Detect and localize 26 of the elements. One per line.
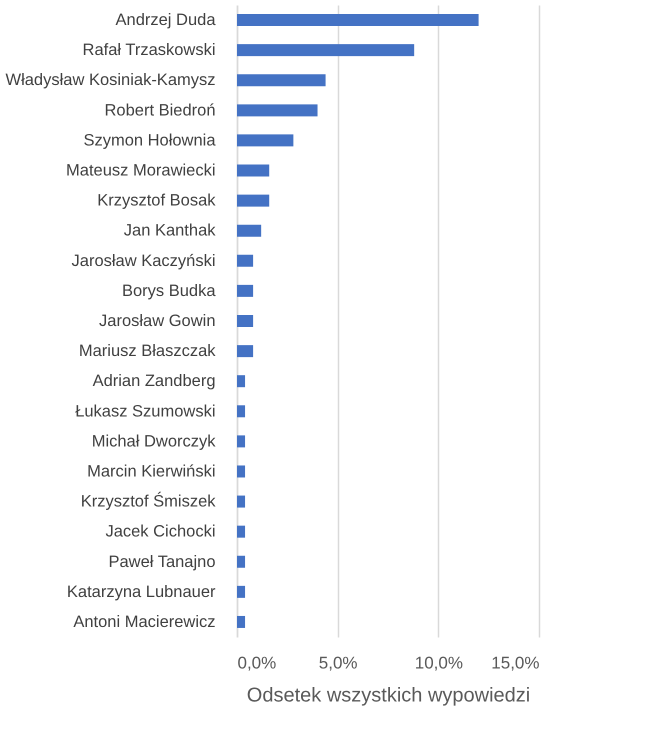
y-tick-label: Łukasz Szumowski	[75, 402, 216, 420]
y-tick-label: Borys Budka	[122, 282, 216, 300]
y-tick-label: Robert Biedroń	[104, 101, 216, 120]
y-tick-label: Krzysztof Śmiszek	[80, 492, 216, 511]
x-tick-label: 0,0%	[238, 654, 276, 672]
x-tick-label: 15,0%	[491, 654, 540, 672]
y-tick-label: Paweł Tanajno	[108, 552, 216, 571]
y-tick-label: Rafał Trzaskowski	[82, 41, 216, 60]
y-tick-label: Mariusz Błaszczak	[78, 342, 216, 360]
y-tick-label: Władysław Kosiniak-Kamysz	[6, 71, 216, 90]
x-tick-label: 5,0%	[318, 654, 358, 672]
y-tick-label: Jarosław Gowin	[99, 312, 216, 330]
y-tick-label: Michał Dworczyk	[92, 432, 216, 450]
y-tick-label: Andrzej Duda	[116, 11, 216, 30]
y-tick-label: Jacek Cichocki	[105, 522, 216, 541]
y-tick-label: Szymon Hołownia	[83, 131, 216, 150]
y-tick-label: Jarosław Kaczyński	[72, 252, 216, 270]
y-tick-label: Krzysztof Bosak	[97, 192, 216, 210]
y-tick-label: Mateusz Morawiecki	[66, 162, 216, 180]
y-tick-label: Antoni Macierewicz	[73, 612, 216, 631]
y-tick-label: Jan Kanthak	[124, 222, 216, 240]
y-tick-label: Adrian Zandberg	[92, 372, 216, 390]
y-tick-label: Katarzyna Lubnauer	[66, 582, 216, 601]
y-tick-label: Marcin Kierwiński	[87, 462, 216, 480]
x-axis-title: Odsetek wszystkich wypowiedzi	[246, 684, 530, 706]
x-tick-label: 10,0%	[414, 654, 463, 672]
